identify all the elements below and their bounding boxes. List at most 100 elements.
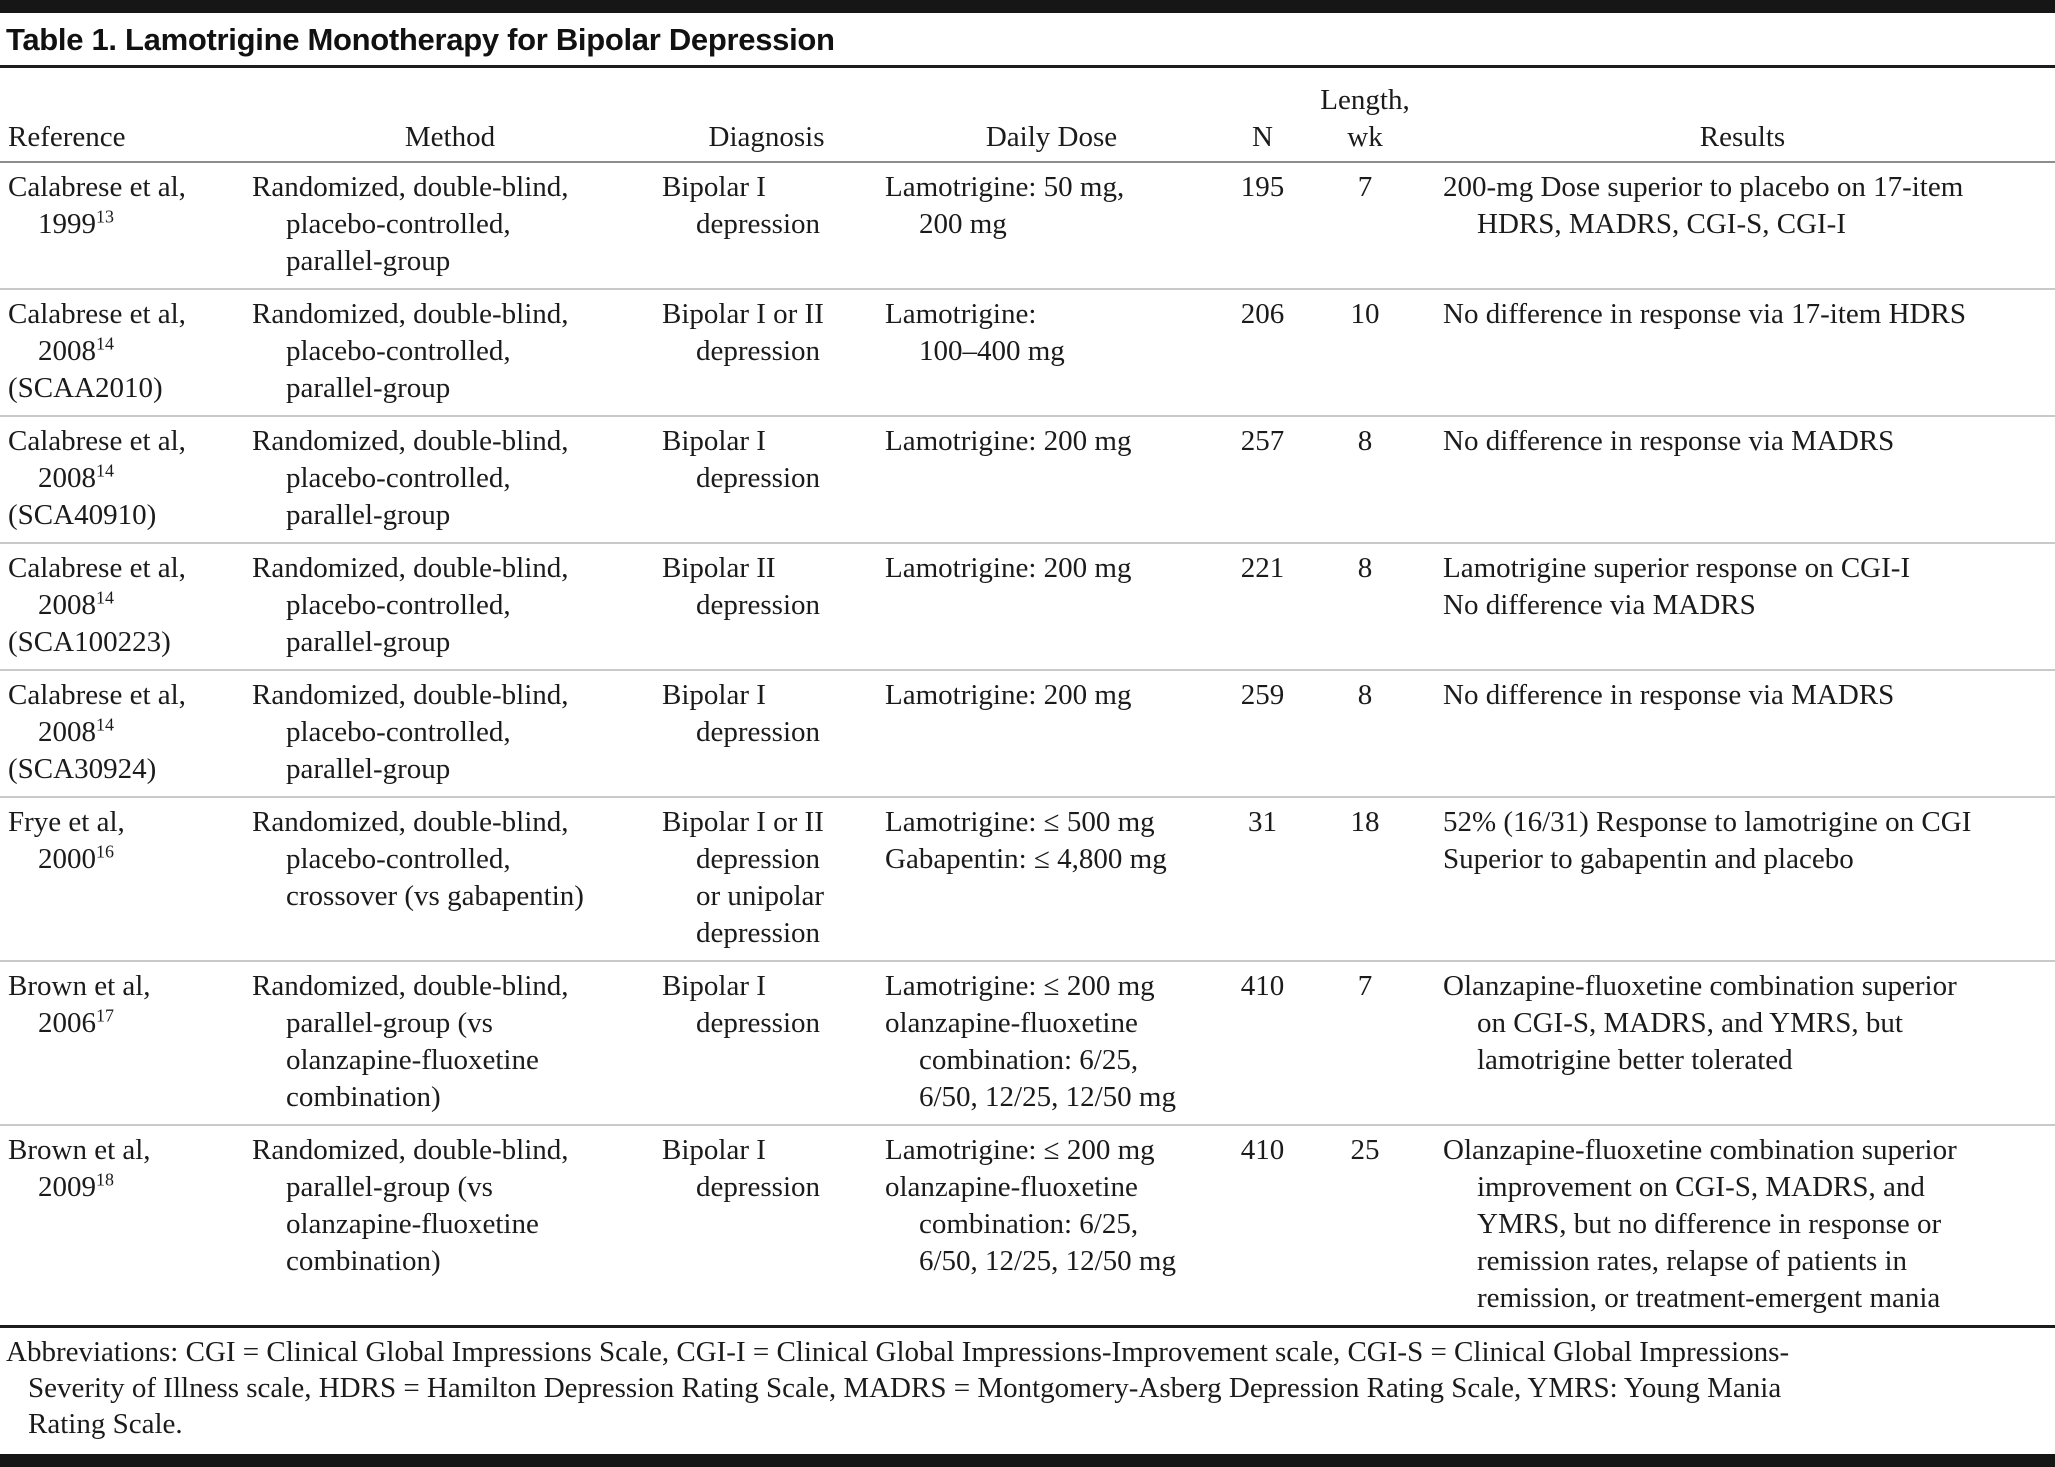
col-header-results: Results <box>1430 68 2055 163</box>
cell-line: Randomized, double-blind, <box>252 425 569 457</box>
col-header-length-wk: Length, wk <box>1300 68 1430 163</box>
abbreviations-line: Abbreviations: CGI = Clinical Global Imp… <box>6 1336 1790 1368</box>
citation-superscript: 14 <box>96 460 114 481</box>
cell-line: Calabrese et al, <box>8 552 186 584</box>
cell-line: Bipolar I or II <box>662 298 824 330</box>
cell-line: Gabapentin: ≤ 4,800 mg <box>885 843 1167 875</box>
cell-length-wk: 7 <box>1357 171 1373 203</box>
cell-line: Randomized, double-blind, <box>252 679 569 711</box>
cell-line: Lamotrigine: 50 mg, <box>885 171 1125 203</box>
cell-line: parallel-group <box>286 626 451 658</box>
cell-line: 52% (16/31) Response to lamotrigine on C… <box>1443 806 1972 838</box>
cell-line: Lamotrigine: ≤ 200 mg <box>885 970 1155 1002</box>
cell-n: 195 <box>1240 171 1285 203</box>
cell-line: Bipolar I <box>662 1134 766 1166</box>
cell-n: 410 <box>1225 1124 1300 1325</box>
cell-line: parallel-group (vs <box>286 1007 493 1039</box>
cell-diagnosis: Bipolar I depression <box>655 415 878 543</box>
cell-line: on CGI-S, MADRS, and YMRS, but <box>1477 1007 1903 1039</box>
title-rule <box>0 65 2055 68</box>
cell-line: 100–400 mg <box>919 335 1065 367</box>
cell-line: Lamotrigine: <box>885 298 1037 330</box>
cell-n: 259 <box>1225 669 1300 797</box>
cell-method: Randomized, double-blind, parallel-group … <box>245 1124 655 1325</box>
cell-line: Olanzapine-fluoxetine combination superi… <box>1443 1134 1957 1166</box>
cell-line: YMRS, but no difference in response or <box>1477 1208 1942 1240</box>
cell-reference: Frye et al, 200016 <box>0 796 245 961</box>
cell-reference: Calabrese et al, 200814 (SCA100223) <box>0 542 245 670</box>
cell-line: Bipolar I <box>662 171 766 203</box>
cell-method: Randomized, double-blind, parallel-group … <box>245 960 655 1125</box>
cell-line: 200016 <box>38 841 114 875</box>
top-rule <box>0 0 2055 13</box>
cell-line: Randomized, double-blind, <box>252 806 569 838</box>
cell-line: Randomized, double-blind, <box>252 1134 569 1166</box>
cell-diagnosis: Bipolar I depression <box>655 162 878 289</box>
table-row: Calabrese et al, 200814 (SCA40910) Randomiz… <box>0 415 2055 543</box>
cell-method: Randomized, double-blind, placebo-control… <box>245 542 655 670</box>
cell-line: parallel-group <box>286 245 451 277</box>
citation-superscript: 14 <box>96 333 114 354</box>
cell-line: 6/50, 12/25, 12/50 mg <box>919 1081 1176 1113</box>
cell-line: 200814 <box>38 714 114 748</box>
cell-line: combination) <box>286 1081 441 1113</box>
cell-method: Randomized, double-blind, placebo-control… <box>245 288 655 416</box>
abbreviations-line: Severity of Illness scale, HDRS = Hamilt… <box>28 1372 1782 1404</box>
cell-line: olanzapine-fluoxetine <box>286 1208 539 1240</box>
cell-line: (SCAA2010) <box>8 372 163 404</box>
cell-line: olanzapine-fluoxetine <box>286 1044 539 1076</box>
cell-line: Lamotrigine: 200 mg <box>885 679 1132 711</box>
cell-line: Lamotrigine: 200 mg <box>885 425 1132 457</box>
cell-line: Lamotrigine: ≤ 200 mg <box>885 1134 1155 1166</box>
cell-line: 200814 <box>38 460 114 494</box>
cell-line: Randomized, double-blind, <box>252 970 569 1002</box>
cell-n: 31 <box>1225 796 1300 961</box>
cell-line: depression <box>696 1171 821 1203</box>
cell-line: Brown et al, <box>8 970 151 1002</box>
table-body: Calabrese et al, 199913 Randomized, double… <box>0 162 2055 1325</box>
cell-line: remission rates, relapse of patients in <box>1477 1245 1908 1277</box>
table-header: Reference Method Diagnosis Daily Dose N … <box>0 68 2055 163</box>
table-row: Calabrese et al, 200814 (SCA30924) Randomiz… <box>0 669 2055 797</box>
citation-superscript: 14 <box>96 714 114 735</box>
cell-line: Olanzapine-fluoxetine combination superi… <box>1443 970 1957 1002</box>
cell-line: placebo-controlled, <box>286 208 511 240</box>
cell-length-wk: 25 <box>1300 1124 1430 1325</box>
cell-line: Randomized, double-blind, <box>252 298 569 330</box>
cell-line: placebo-controlled, <box>286 335 511 367</box>
citation-superscript: 18 <box>96 1169 114 1190</box>
cell-line: depression <box>696 462 821 494</box>
cell-diagnosis: Bipolar II depression <box>655 542 878 670</box>
cell-line: 200814 <box>38 587 114 621</box>
cell-method: Randomized, double-blind, placebo-control… <box>245 669 655 797</box>
cell-n: 257 <box>1225 415 1300 543</box>
cell-reference: Calabrese et al, 200814 (SCAA2010) <box>0 288 245 416</box>
cell-diagnosis: Bipolar I depression <box>655 1124 878 1325</box>
cell-line: placebo-controlled, <box>286 589 511 621</box>
cell-line: depression <box>696 1007 821 1039</box>
cell-line: 200814 <box>38 333 114 367</box>
cell-diagnosis: Bipolar I or II depression or unipolar depr… <box>655 796 878 961</box>
cell-line: olanzapine-fluoxetine <box>885 1007 1138 1039</box>
citation-superscript: 16 <box>96 841 114 862</box>
cell-line: lamotrigine better tolerated <box>1477 1044 1793 1076</box>
col-header-daily-dose: Daily Dose <box>878 68 1225 163</box>
cell-line: 200617 <box>38 1005 114 1039</box>
cell-results: No difference in response via MADRS <box>1430 415 2055 543</box>
cell-line: parallel-group (vs <box>286 1171 493 1203</box>
cell-daily-dose: Lamotrigine: ≤ 200 mg olanzapine-fluoxeti… <box>878 960 1225 1125</box>
cell-line: combination) <box>286 1245 441 1277</box>
cell-line: 200918 <box>38 1169 114 1203</box>
cell-line: parallel-group <box>286 499 451 531</box>
cell-line: depression <box>696 843 821 875</box>
cell-line: improvement on CGI-S, MADRS, and <box>1477 1171 1925 1203</box>
cell-line: Lamotrigine: 200 mg <box>885 552 1132 584</box>
col-header-method: Method <box>245 68 655 163</box>
cell-line: depression <box>696 917 821 949</box>
cell-line: No difference in response via 17-item HD… <box>1443 298 1966 330</box>
table-bottom-rule <box>0 1325 2055 1328</box>
col-header-diagnosis: Diagnosis <box>655 68 878 163</box>
cell-line: Lamotrigine: ≤ 500 mg <box>885 806 1155 838</box>
table-row: Brown et al, 200617 Randomized, double-bli… <box>0 960 2055 1125</box>
